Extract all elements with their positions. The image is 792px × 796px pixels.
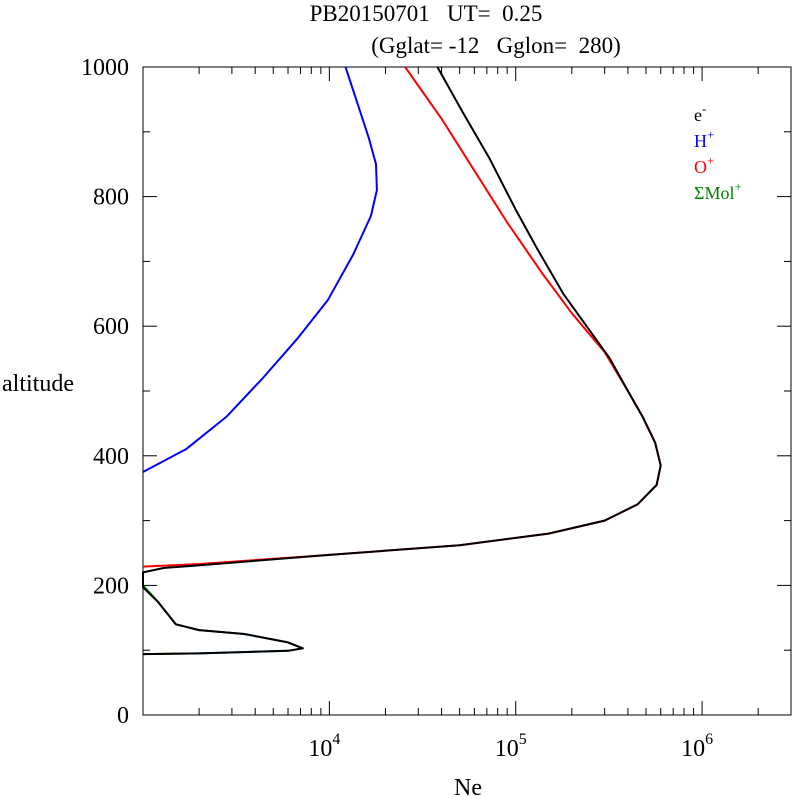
series-line-3 [142, 66, 662, 656]
series-line-0 [142, 66, 378, 473]
series-line-1 [142, 66, 662, 568]
axis-ticks [142, 66, 792, 716]
y-tick-labels: 0 200 400 600 800 1000 [81, 55, 129, 729]
legend-entry: H+ [694, 127, 714, 151]
legend: e-H+O+ΣMol+ [694, 101, 742, 203]
chart-title: PB20150701 UT= 0.25 [310, 1, 543, 26]
y-tick-label: 0 [117, 703, 129, 729]
series-lines [142, 66, 662, 656]
x-tick-label: 105 [495, 731, 527, 762]
x-tick-labels: 104 105 106 [308, 731, 713, 762]
chart-subtitle: (Gglat= -12 Gglon= 280) [371, 33, 621, 58]
y-axis-label: altitude [2, 371, 74, 397]
y-tick-label: 800 [93, 185, 129, 211]
y-tick-label: 1000 [81, 55, 129, 81]
legend-entry: ΣMol+ [694, 179, 742, 203]
y-tick-label: 200 [93, 573, 129, 599]
y-tick-label: 600 [93, 314, 129, 340]
x-axis-label: Ne [454, 775, 482, 796]
legend-entry: e- [694, 101, 706, 125]
x-tick-label: 104 [308, 731, 340, 762]
legend-entry: O+ [694, 153, 714, 177]
x-tick-label: 106 [681, 731, 713, 762]
series-line-2 [142, 584, 304, 656]
y-tick-label: 400 [93, 444, 129, 470]
